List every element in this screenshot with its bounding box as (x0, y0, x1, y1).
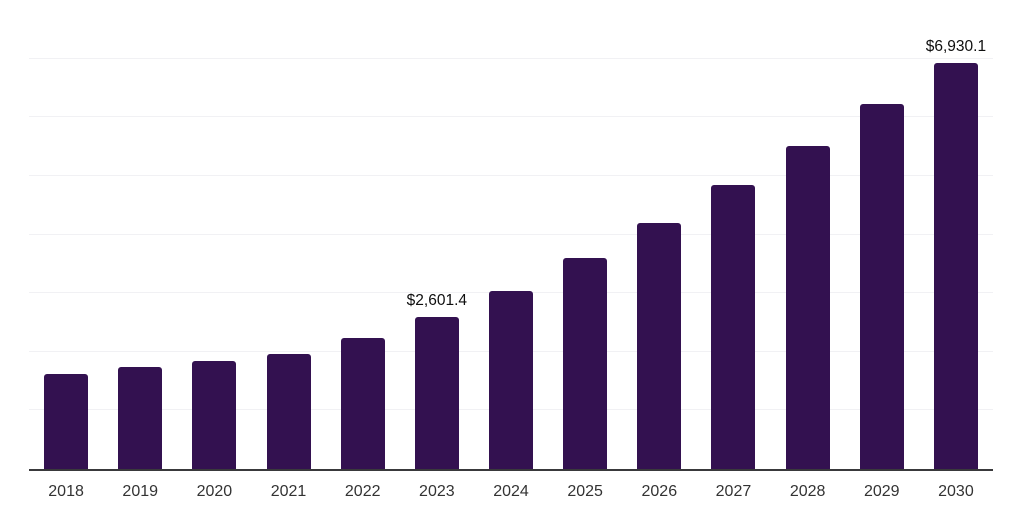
plot-area: $2,601.4 $6,930.1 (29, 0, 993, 471)
bar-2023 (414, 316, 459, 469)
x-tick-label-2025: 2025 (567, 483, 603, 500)
x-tick-label-2020: 2020 (196, 483, 233, 500)
value-label-2030: $6,930.1 (925, 38, 987, 56)
bar-2030 (933, 62, 978, 469)
x-tick-label-2021: 2021 (270, 483, 307, 500)
bar-2026 (637, 223, 682, 469)
bar-2027 (711, 185, 756, 469)
x-tick-label-2029: 2029 (863, 483, 900, 500)
gridline-7000 (29, 57, 993, 59)
bar-2018 (44, 374, 89, 469)
bar-2024 (489, 291, 533, 469)
x-tick-label-2023: 2023 (419, 483, 455, 500)
x-tick-label-2030: 2030 (938, 483, 974, 500)
bar-2029 (859, 104, 904, 469)
bar-2019 (118, 367, 163, 469)
x-tick-label-2018: 2018 (48, 483, 84, 500)
gridline-4000 (29, 233, 993, 235)
x-tick-label-2026: 2026 (641, 483, 678, 500)
bar-2020 (192, 361, 237, 469)
bar-2025 (563, 258, 608, 469)
x-tick-label-2027: 2027 (715, 483, 752, 500)
value-label-2023: $2,601.4 (406, 292, 468, 309)
bar-2022 (340, 338, 385, 469)
x-tick-label-2024: 2024 (493, 483, 529, 500)
x-axis-tick-labels: 2018 2019 2020 2021 2022 2023 2024 2025 2026 2027… (29, 484, 993, 506)
bar-2028 (785, 146, 830, 469)
x-tick-label-2022: 2022 (344, 483, 381, 500)
x-tick-label-2019: 2019 (122, 483, 159, 500)
bar-2021 (266, 354, 311, 469)
gridline-6000 (29, 116, 993, 118)
gridline-5000 (29, 174, 993, 176)
x-tick-label-2028: 2028 (789, 483, 826, 500)
